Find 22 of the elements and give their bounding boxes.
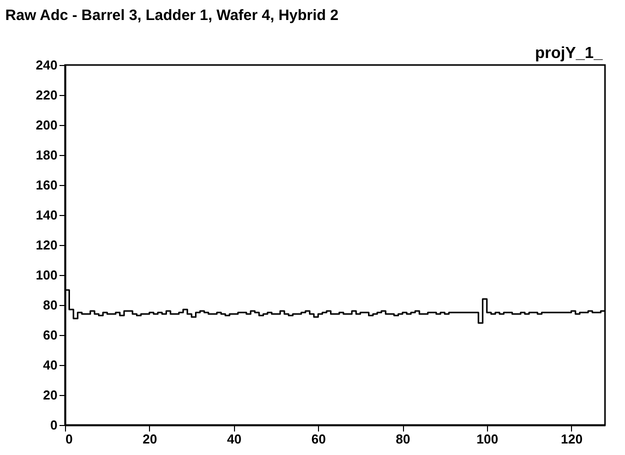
x-tick-label: 80 [396,432,410,446]
y-tick-label: 180 [36,148,58,162]
y-tick-label: 200 [36,118,58,132]
x-tick-label: 100 [476,432,498,446]
y-tick-label: 240 [36,58,58,72]
y-tick-label: 100 [36,268,58,282]
x-tick-label: 120 [560,432,583,446]
x-tick-label: 60 [311,432,326,446]
y-tick-label: 0 [50,418,58,432]
y-tick-label: 220 [36,88,58,102]
y-tick-label: 80 [43,298,58,312]
y-tick-label: 20 [43,388,58,402]
y-tick-label: 120 [36,238,58,252]
text: projY_1_ [535,45,604,62]
x-tick-label: 20 [142,432,158,446]
y-tick-label: 160 [36,178,58,192]
x-tick-label: 0 [66,432,73,446]
x-tick-label: 40 [227,432,242,446]
y-tick-label: 140 [36,208,58,222]
chart-title: Raw Adc - Barrel 3, Ladder 1, Wafer 4, Hybrid 2 [5,7,338,24]
y-tick-label: 60 [43,328,58,342]
y-tick-label: 40 [43,358,58,372]
